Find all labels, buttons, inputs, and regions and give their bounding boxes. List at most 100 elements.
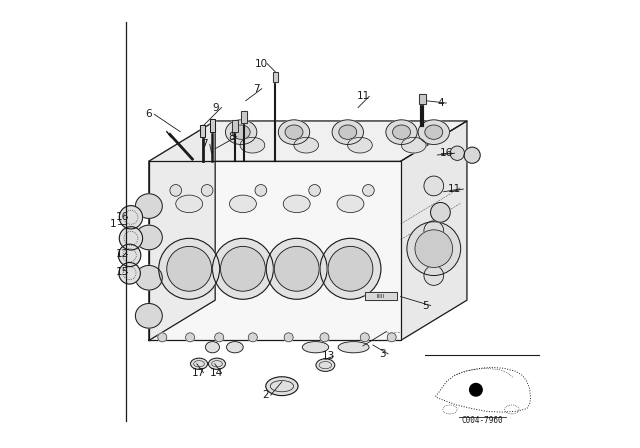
Ellipse shape [176,195,203,213]
Ellipse shape [136,265,163,290]
Circle shape [201,185,213,196]
Circle shape [431,202,451,222]
Ellipse shape [392,125,410,139]
Text: 8: 8 [228,132,235,142]
Circle shape [464,147,480,164]
Text: 17: 17 [191,368,205,378]
Polygon shape [149,121,467,161]
Ellipse shape [266,377,298,396]
Ellipse shape [285,125,303,139]
Text: 3: 3 [380,349,386,359]
Ellipse shape [136,225,163,250]
Circle shape [215,333,224,342]
Text: 13: 13 [321,351,335,361]
Bar [210,119,215,132]
Bar [419,94,426,104]
Bar [241,111,246,123]
Ellipse shape [294,138,319,153]
Text: 7: 7 [253,84,260,94]
Circle shape [309,185,321,196]
Ellipse shape [302,342,329,353]
Text: C004-7960: C004-7960 [461,416,503,425]
Ellipse shape [401,138,426,153]
Circle shape [450,146,465,160]
Circle shape [424,266,444,285]
Circle shape [119,206,143,229]
Ellipse shape [338,342,369,353]
Text: 11: 11 [357,91,371,101]
Text: 14: 14 [209,368,223,378]
Text: 4: 4 [438,98,444,108]
Ellipse shape [191,358,207,369]
Polygon shape [149,121,215,340]
Bar [232,120,237,132]
Text: 11: 11 [448,184,461,194]
Text: 10: 10 [255,59,268,69]
Ellipse shape [232,125,250,139]
Text: 2: 2 [262,390,269,400]
Ellipse shape [316,359,335,371]
Ellipse shape [332,120,364,144]
Text: 12: 12 [115,250,129,259]
Circle shape [470,383,482,396]
Ellipse shape [284,195,310,213]
Ellipse shape [227,342,243,353]
Polygon shape [149,161,401,340]
Text: 15: 15 [115,267,129,277]
Ellipse shape [230,195,257,213]
Circle shape [212,238,273,299]
Text: 7: 7 [201,139,208,149]
Circle shape [170,185,182,196]
Bar [232,120,237,132]
Circle shape [119,227,143,250]
Text: 16: 16 [440,148,453,158]
Circle shape [320,333,329,342]
Ellipse shape [205,342,220,353]
Circle shape [158,333,167,342]
Text: 1: 1 [109,219,116,229]
Bar [273,72,278,82]
Circle shape [266,238,327,299]
Text: 16: 16 [115,212,129,222]
Bar [273,72,278,82]
Circle shape [221,246,266,291]
Circle shape [118,244,141,267]
Ellipse shape [339,125,356,139]
Ellipse shape [278,120,310,144]
Text: 5: 5 [422,301,429,310]
Text: 9: 9 [212,103,220,112]
Ellipse shape [425,125,443,139]
Circle shape [360,333,369,342]
Ellipse shape [386,120,417,144]
Ellipse shape [136,194,163,218]
Polygon shape [401,121,467,340]
Circle shape [424,221,444,241]
Circle shape [424,176,444,196]
Circle shape [186,333,195,342]
Circle shape [387,333,396,342]
Ellipse shape [418,120,449,144]
Circle shape [119,263,140,284]
Bar [365,292,397,300]
Ellipse shape [209,358,225,369]
Bar [365,292,397,300]
Bar [200,125,205,137]
Bar [419,94,426,104]
Ellipse shape [337,195,364,213]
Circle shape [167,246,212,291]
Text: 6: 6 [145,109,152,119]
Circle shape [275,246,319,291]
Circle shape [255,185,267,196]
Circle shape [248,333,257,342]
Circle shape [284,333,293,342]
Circle shape [328,246,373,291]
Ellipse shape [136,304,163,328]
Circle shape [320,238,381,299]
Circle shape [159,238,220,299]
Ellipse shape [348,138,372,153]
Bar [241,111,246,123]
Ellipse shape [225,120,257,144]
Bar [210,119,215,132]
Circle shape [415,230,452,267]
Bar [200,125,205,137]
